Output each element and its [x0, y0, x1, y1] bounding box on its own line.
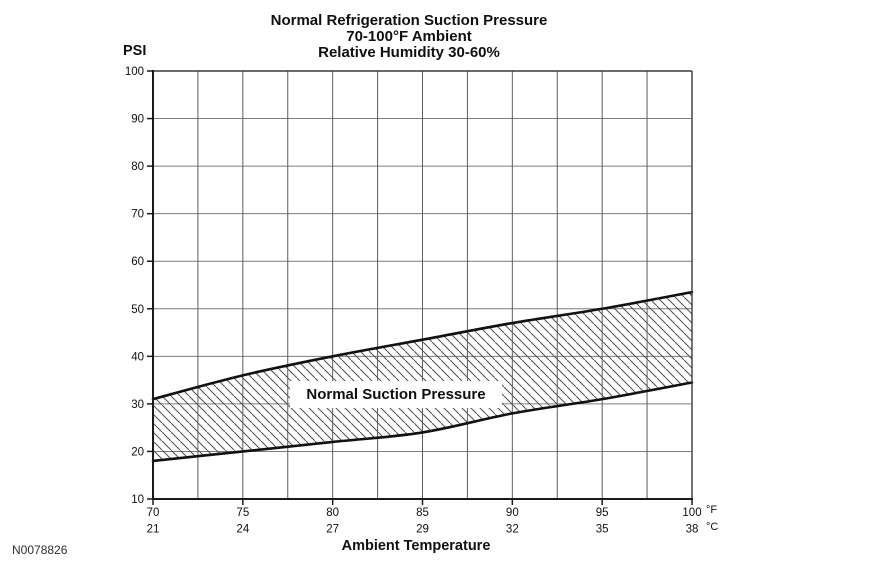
- x-tick-label-c-38: 38: [686, 524, 699, 536]
- x-tick-label-c-24: 24: [236, 524, 249, 536]
- x-tick-label-f-100: 100: [682, 507, 701, 519]
- chart-title: Normal Refrigeration Suction Pressure: [270, 12, 548, 29]
- chart-subtitle-humidity: Relative Humidity 30-60%: [318, 44, 500, 61]
- fahrenheit-unit-label: °F: [706, 504, 718, 516]
- y-tick-label-50: 50: [131, 304, 144, 316]
- x-tick-label-f-70: 70: [147, 507, 160, 519]
- x-tick-label-f-85: 85: [416, 507, 429, 519]
- x-axis-label: Ambient Temperature: [341, 538, 491, 554]
- chart-title-block: Normal Refrigeration Suction Pressure 70…: [109, 13, 709, 61]
- y-tick-label-70: 70: [131, 209, 144, 221]
- normal-pressure-band: [153, 292, 692, 461]
- x-tick-label-f-75: 75: [236, 507, 249, 519]
- x-tick-label-c-21: 21: [147, 524, 160, 536]
- y-axis-unit-label: PSI: [123, 43, 147, 59]
- y-tick-label-30: 30: [131, 399, 144, 411]
- lower-limit-curve: [151, 381, 694, 463]
- y-tick-label-20: 20: [131, 446, 144, 458]
- celsius-unit-label: °C: [706, 521, 719, 533]
- x-tick-label-c-29: 29: [416, 524, 429, 536]
- y-tick-label-90: 90: [131, 114, 144, 126]
- x-tick-label-c-32: 32: [506, 524, 519, 536]
- chart-subtitle-ambient: 70-100°F Ambient: [346, 28, 472, 45]
- x-tick-label-f-90: 90: [506, 507, 519, 519]
- y-tick-label-60: 60: [131, 256, 144, 268]
- y-tick-label-10: 10: [131, 494, 144, 506]
- x-tick-label-c-27: 27: [326, 524, 339, 536]
- y-tick-label-80: 80: [131, 161, 144, 173]
- figure-id: N0078826: [12, 543, 68, 557]
- x-tick-label-c-35: 35: [596, 524, 609, 536]
- normal-suction-pressure-band-label: Normal Suction Pressure: [290, 381, 502, 408]
- x-tick-label-f-80: 80: [326, 507, 339, 519]
- x-tick-label-f-95: 95: [596, 507, 609, 519]
- upper-limit-curve: [151, 290, 694, 401]
- y-tick-label-40: 40: [131, 351, 144, 363]
- y-tick-label-100: 100: [125, 66, 144, 78]
